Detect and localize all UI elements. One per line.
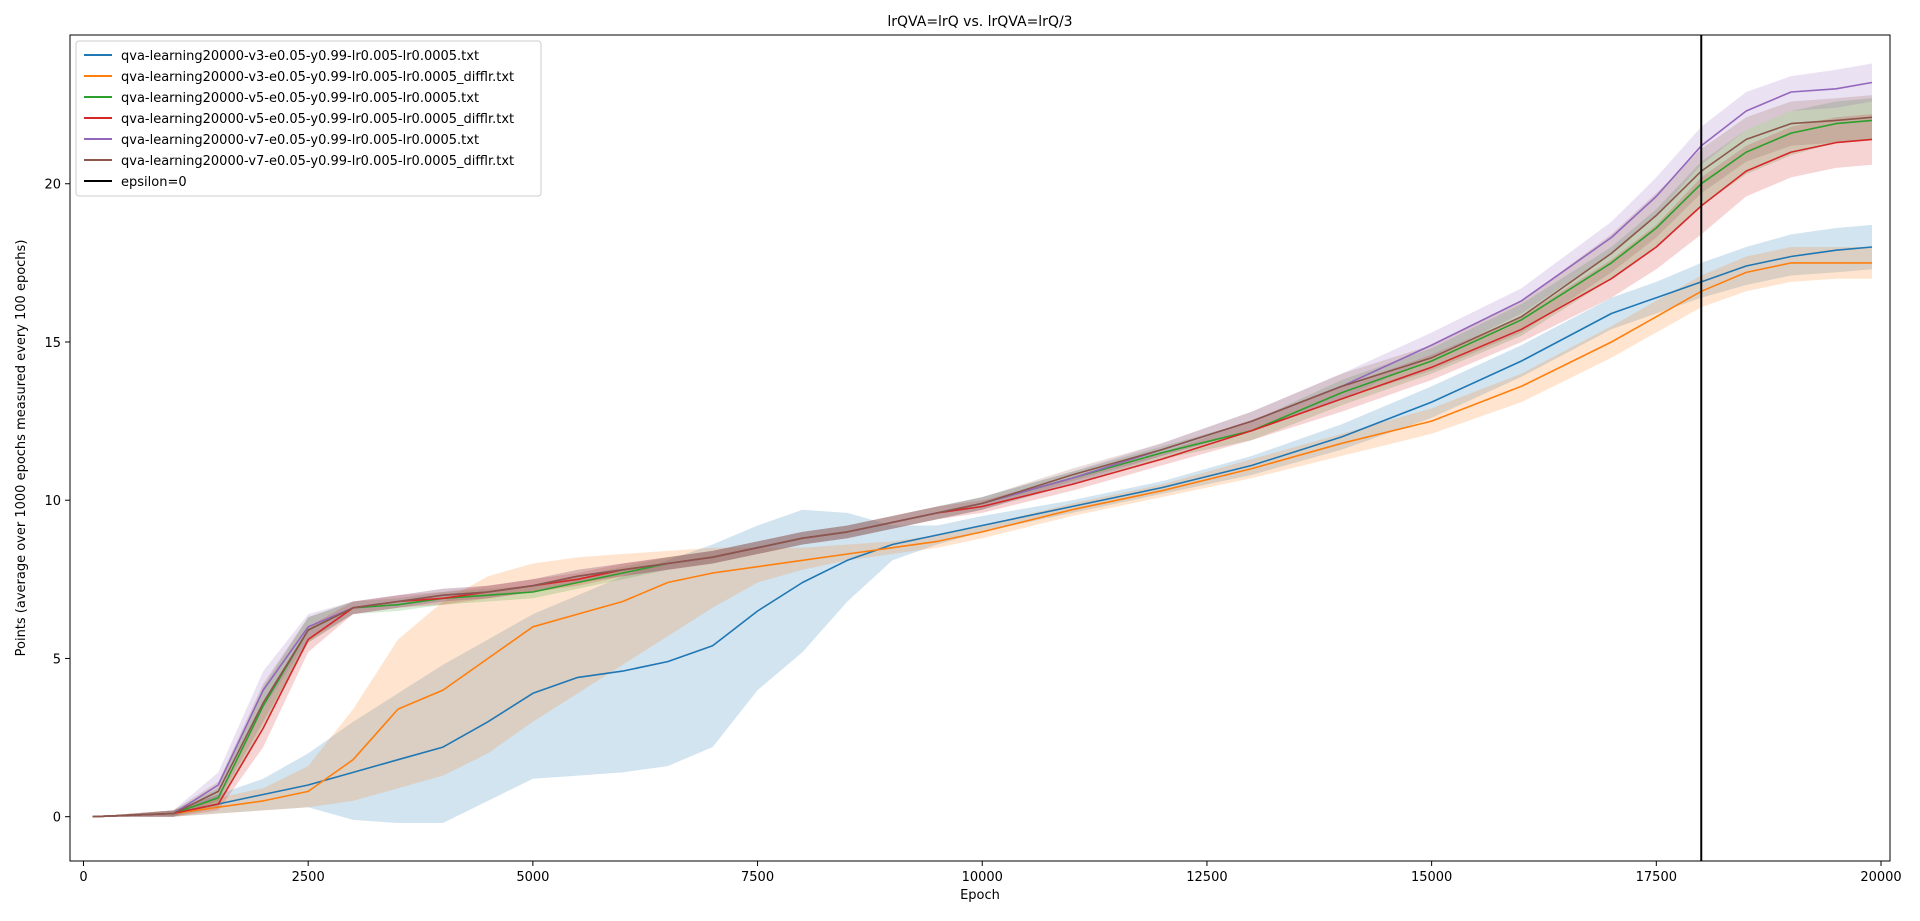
series-line-1 bbox=[92, 246, 1873, 818]
x-tick-label: 17500 bbox=[1636, 870, 1677, 885]
confidence-band-series-6 bbox=[92, 95, 1872, 817]
x-tick-label: 5000 bbox=[516, 870, 549, 885]
series-line-6 bbox=[92, 116, 1873, 818]
legend-box bbox=[75, 40, 542, 197]
y-tick-label: 20 bbox=[44, 178, 61, 193]
confidence-band-series-1 bbox=[92, 224, 1872, 823]
confidence-band-series-3 bbox=[92, 98, 1872, 817]
y-tick-label: 5 bbox=[53, 652, 61, 667]
x-tick-label: 7500 bbox=[741, 870, 774, 885]
legend-label-7: epsilon=0 bbox=[121, 175, 187, 190]
x-tick-label: 15000 bbox=[1411, 870, 1452, 885]
series-line-2 bbox=[92, 262, 1872, 818]
series-lines bbox=[92, 81, 1873, 818]
legend-label-6: qva-learning20000-v7-e0.05-y0.99-lr0.005… bbox=[121, 154, 514, 169]
x-tick-label: 12500 bbox=[1186, 870, 1227, 885]
y-tick-label: 10 bbox=[44, 494, 61, 509]
legend: qva-learning20000-v3-e0.05-y0.99-lr0.005… bbox=[75, 40, 542, 197]
legend-label-2: qva-learning20000-v3-e0.05-y0.99-lr0.005… bbox=[121, 70, 514, 85]
legend-label-1: qva-learning20000-v3-e0.05-y0.99-lr0.005… bbox=[121, 49, 479, 64]
x-tick-label: 0 bbox=[79, 870, 87, 885]
x-axis-ticks: 0 2500 5000 7500 10000 12500 15000 17500 20000 bbox=[79, 861, 1902, 885]
y-axis-label: Points (average over 1000 epochs measure… bbox=[14, 240, 29, 657]
axes-frame bbox=[69, 34, 1891, 862]
x-tick-label: 10000 bbox=[962, 870, 1003, 885]
y-axis-ticks: 0 5 10 15 20 bbox=[44, 178, 70, 826]
confidence-band-series-5 bbox=[92, 63, 1872, 817]
y-tick-label: 15 bbox=[44, 336, 61, 351]
x-tick-label: 2500 bbox=[292, 870, 325, 885]
y-tick-label: 0 bbox=[53, 811, 61, 826]
chart-title: lrQVA=lrQ vs. lrQVA=lrQ/3 bbox=[887, 14, 1072, 30]
x-axis-label: Epoch bbox=[960, 888, 1000, 903]
legend-label-5: qva-learning20000-v7-e0.05-y0.99-lr0.005… bbox=[121, 133, 479, 148]
x-tick-label: 20000 bbox=[1860, 870, 1901, 885]
legend-label-4: qva-learning20000-v5-e0.05-y0.99-lr0.005… bbox=[121, 112, 514, 127]
legend-label-3: qva-learning20000-v5-e0.05-y0.99-lr0.005… bbox=[121, 91, 479, 106]
